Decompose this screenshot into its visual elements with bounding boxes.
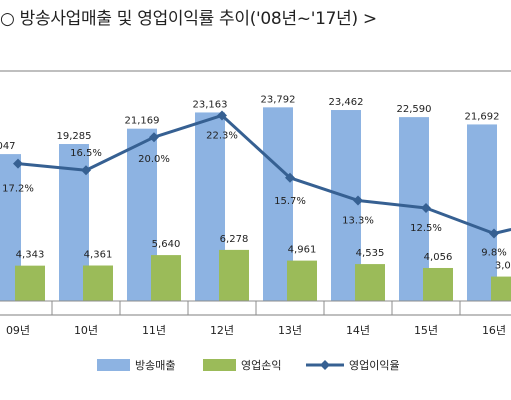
category-label: 14년 [346,324,370,337]
margin-line [13,110,511,239]
sales-value-label: 21,692 [465,111,500,122]
profit-bar [491,276,511,301]
legend-label-margin: 영업이익율 [349,359,400,372]
category-label: 12년 [210,324,234,337]
category-label: 10년 [74,324,98,337]
profit-value-label: 4,056 [424,252,453,263]
plot-frame [0,70,511,316]
category-label: 09년 [6,324,30,337]
margin-point [13,158,23,169]
profit-bar [423,267,453,301]
margin-value-label: 9.8% [481,247,506,258]
margin-point [353,195,363,206]
profit-value-label: 6,278 [220,234,249,245]
profit-bars [15,249,511,301]
profit-bar [287,260,317,301]
legend-swatch-sales [97,359,130,371]
legend-swatch-margin-point [320,360,330,370]
margin-point [285,172,295,183]
category-label: 16년 [482,324,506,337]
margin-value-label: 13.3% [342,215,374,226]
sales-value-label: 23,163 [193,99,228,110]
sales-value-label: 22,590 [397,104,432,115]
sales-bar [467,124,497,301]
profit-value-label: 4,343 [16,250,45,261]
profit-bar [151,255,181,301]
profit-value-label: 3,00 [495,261,511,272]
margin-value-label: 12.5% [410,223,442,234]
profit-bar [355,264,385,301]
category-label: 15년 [414,324,438,337]
data-labels: 047 4,343 19,285 4,361 21,169 5,640 23,163 6,27… [0,94,511,271]
chart-title: ○ 방송사업매출 및 영업이익률 추이('08년~'17년) > [0,9,377,29]
profit-value-label: 4,361 [84,250,113,261]
category-label: 11년 [142,324,166,337]
margin-point [489,228,499,239]
profit-bar [83,265,113,301]
margin-value-label: 17.2% [2,184,34,195]
margin-point [217,110,227,121]
margin-point [149,132,159,143]
margin-value-label: 20.0% [138,154,170,165]
margin-point [421,203,431,213]
profit-bar [219,249,249,301]
profit-value-label: 5,640 [152,239,181,250]
profit-bar [15,265,45,301]
category-label: 13년 [278,324,302,337]
sales-bar [0,154,21,301]
margin-value-label: 16.5% [70,148,102,159]
margin-point [81,165,91,176]
legend-label-profit: 영업손익 [241,359,281,372]
legend-label-sales: 방송매출 [135,359,175,372]
profit-value-label: 4,961 [288,245,317,256]
sales-value-label: 047 [0,141,16,152]
sales-value-label: 19,285 [57,131,92,142]
profit-value-label: 4,535 [356,248,385,259]
sales-value-label: 23,462 [329,97,364,108]
margin-value-label: 15.7% [274,196,306,207]
margin-value-label: 22.3% [206,130,238,141]
x-axis: 09년 10년 11년 12년 13년 14년 15년 16년 [0,300,511,337]
legend: 방송매출 영업손익 영업이익율 [97,359,400,372]
legend-swatch-profit [203,359,236,371]
sales-value-label: 23,792 [261,94,296,105]
sales-value-label: 21,169 [125,116,160,127]
